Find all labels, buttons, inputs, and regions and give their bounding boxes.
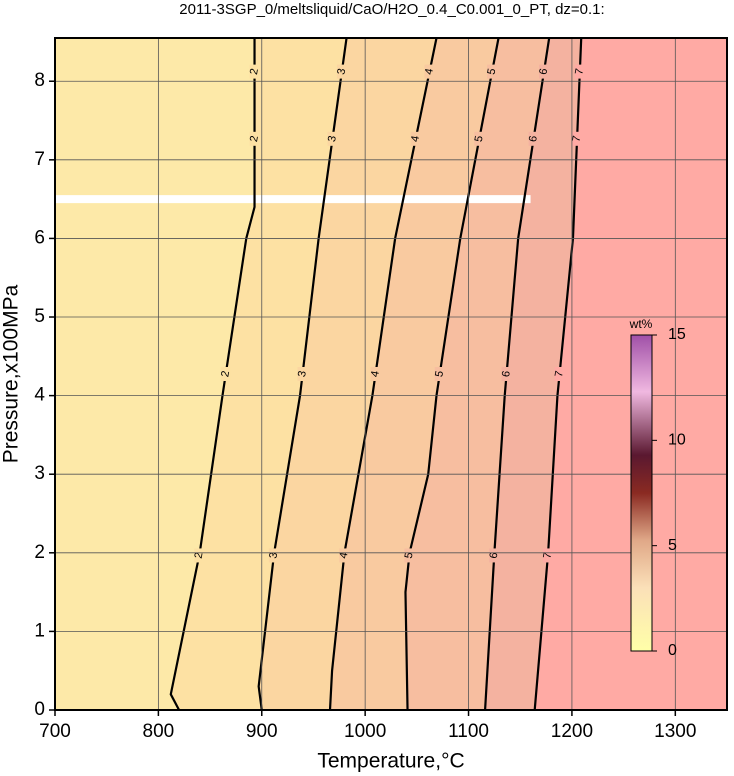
contour-label: 3 bbox=[326, 135, 339, 143]
contour-label-bg bbox=[249, 131, 260, 146]
y-tick-label: 7 bbox=[34, 149, 45, 170]
contour-label: 3 bbox=[335, 68, 348, 76]
x-tick-label: 700 bbox=[39, 721, 71, 742]
y-tick-label: 4 bbox=[34, 385, 45, 406]
y-tick-label: 1 bbox=[34, 620, 45, 641]
contour-label: 3 bbox=[267, 551, 280, 559]
y-tick-label: 6 bbox=[34, 227, 45, 248]
contour-label: 5 bbox=[403, 551, 416, 559]
contour-label-bg bbox=[339, 548, 350, 563]
colorbar bbox=[630, 334, 653, 652]
contour-label: 2 bbox=[219, 370, 232, 378]
contour-label-bg bbox=[268, 548, 279, 563]
chart-title: 2011-3SGP_0/meltsliquid/CaO/H2O_0.4_C0.0… bbox=[179, 1, 604, 18]
contour-label-bg bbox=[249, 64, 260, 79]
colorbar-tick-label: 5 bbox=[668, 537, 677, 554]
contour-label: 4 bbox=[369, 370, 382, 378]
mask-band bbox=[55, 195, 531, 204]
contour-label-bg bbox=[554, 367, 565, 381]
contour-label: 6 bbox=[527, 135, 540, 143]
contour-label: 4 bbox=[423, 68, 436, 76]
contour-label-bg bbox=[220, 367, 231, 381]
x-tick-label: 1300 bbox=[654, 721, 696, 742]
contour-label: 7 bbox=[541, 551, 554, 559]
colorbar-tick-label: 0 bbox=[668, 642, 677, 659]
x-tick-label: 1000 bbox=[344, 721, 386, 742]
colorbar-tick-label: 10 bbox=[668, 432, 686, 449]
x-tick-label: 800 bbox=[143, 721, 175, 742]
contour-label-bg bbox=[528, 131, 539, 146]
contour-label-bg bbox=[501, 367, 512, 381]
x-axis-label: Temperature,°C bbox=[317, 750, 464, 773]
y-tick-label: 3 bbox=[34, 463, 45, 484]
contour-label: 6 bbox=[537, 68, 550, 76]
contour-label-bg bbox=[538, 64, 549, 79]
colorbar-label: wt% bbox=[629, 317, 653, 331]
contour-label-bg bbox=[572, 131, 583, 146]
contour-label-bg bbox=[336, 64, 347, 79]
colorbar-tick-label: 15 bbox=[668, 326, 686, 343]
contour-label-bg bbox=[410, 131, 421, 146]
y-tick-label: 5 bbox=[34, 306, 45, 327]
contour-label-bg bbox=[424, 64, 435, 79]
contour-label: 5 bbox=[486, 68, 499, 76]
contour-label: 7 bbox=[573, 68, 586, 76]
contour-label-bg bbox=[194, 548, 205, 563]
contour-label: 2 bbox=[193, 551, 206, 559]
contour-label: 2 bbox=[248, 68, 261, 76]
contour-label: 4 bbox=[409, 135, 422, 143]
y-tick-label: 8 bbox=[34, 70, 45, 91]
contour-label-bg bbox=[574, 64, 585, 79]
contour-label: 4 bbox=[338, 551, 351, 559]
contour-label-bg bbox=[489, 548, 500, 563]
contour-label: 2 bbox=[248, 135, 261, 143]
contour-label-bg bbox=[434, 367, 445, 381]
contour-label-bg bbox=[487, 64, 498, 79]
y-tick-label: 2 bbox=[34, 542, 45, 563]
y-axis-label: Pressure,x100MPa bbox=[0, 284, 23, 463]
contour-label-bg bbox=[404, 548, 415, 563]
contour-label: 6 bbox=[500, 370, 513, 378]
x-tick-label: 1200 bbox=[551, 721, 593, 742]
plot-frame bbox=[54, 37, 728, 711]
contour-label: 5 bbox=[473, 135, 486, 143]
contour-label: 3 bbox=[296, 370, 309, 378]
contour-label: 7 bbox=[553, 370, 566, 378]
contour-label-bg bbox=[297, 367, 308, 381]
contour-label: 7 bbox=[571, 135, 584, 143]
contour-label-bg bbox=[327, 131, 338, 146]
x-tick-label: 1100 bbox=[448, 721, 489, 742]
y-tick-label: 0 bbox=[34, 699, 45, 720]
x-tick-label: 900 bbox=[246, 721, 278, 742]
contour-label: 5 bbox=[433, 370, 446, 378]
contour-label-bg bbox=[474, 131, 485, 146]
contour-label-bg bbox=[370, 367, 381, 381]
contour-label: 6 bbox=[488, 551, 501, 559]
contour-label-bg bbox=[542, 548, 553, 563]
